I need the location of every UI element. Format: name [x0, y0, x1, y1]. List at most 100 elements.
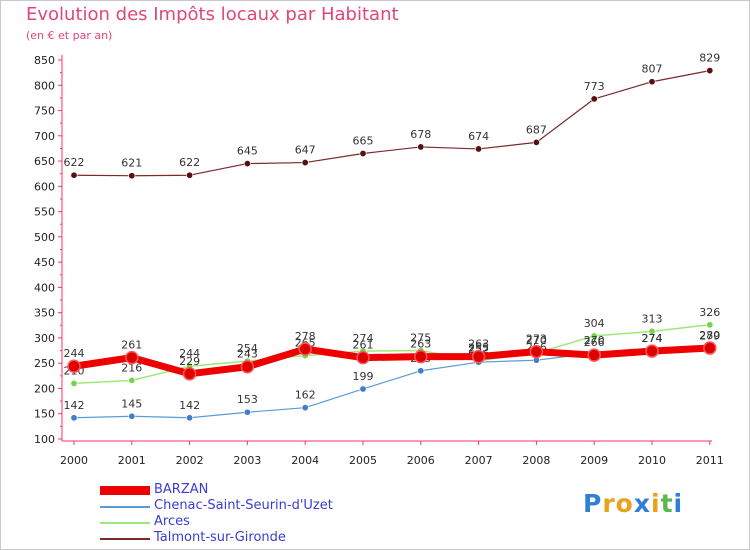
- data-label: 647: [295, 144, 316, 157]
- data-label: 280: [699, 329, 720, 342]
- data-label: 229: [179, 355, 200, 368]
- data-point: [414, 349, 428, 364]
- data-label: 829: [699, 52, 720, 65]
- data-label: 266: [584, 336, 605, 349]
- logo-letter: r: [602, 489, 616, 518]
- y-tick-label: 350: [34, 307, 55, 320]
- data-label: 645: [237, 145, 258, 158]
- data-label: 678: [410, 128, 431, 141]
- legend-swatch-barzan: [100, 486, 150, 495]
- legend-label-chenac: Chenac-Saint-Seurin-d'Uzet: [154, 498, 333, 513]
- y-tick-label: 300: [34, 332, 55, 345]
- chart-subtitle: (en € et par an): [26, 29, 113, 42]
- x-tick-label: 2000: [60, 454, 88, 467]
- x-tick-label: 2007: [465, 454, 493, 467]
- data-point: [417, 367, 425, 375]
- data-point: [587, 348, 601, 362]
- data-point: [301, 159, 309, 167]
- data-point: [590, 332, 598, 340]
- series-line: [73, 70, 710, 177]
- logo-letter: o: [615, 489, 634, 518]
- x-tick-label: 2009: [580, 454, 608, 467]
- data-label: 244: [179, 347, 200, 360]
- legend-item-talmont[interactable]: Talmont-sur-Gironde: [100, 530, 400, 547]
- data-label: 279: [699, 330, 720, 343]
- data-point: [645, 344, 659, 358]
- data-point: [243, 160, 251, 168]
- data-point: [356, 350, 370, 365]
- data-point: [67, 359, 81, 373]
- y-tick-label: 250: [34, 357, 55, 370]
- data-label: 773: [584, 80, 605, 93]
- y-tick-label: 850: [34, 54, 55, 67]
- y-tick-label: 800: [34, 79, 55, 92]
- x-tick-label: 2006: [407, 454, 435, 467]
- data-label: 274: [353, 332, 374, 345]
- legend-swatch-talmont: [100, 538, 150, 540]
- x-tick-label: 2008: [522, 454, 550, 467]
- data-label: 261: [353, 339, 374, 352]
- logo-letter: i: [673, 489, 684, 518]
- logo-letter: t: [660, 489, 674, 518]
- data-point: [417, 143, 425, 151]
- data-point: [186, 414, 194, 422]
- data-point: [471, 349, 486, 364]
- data-label: 687: [526, 123, 547, 136]
- data-point: [186, 171, 194, 179]
- data-label: 270: [584, 334, 605, 347]
- y-tick-label: 700: [34, 130, 55, 143]
- legend-item-barzan[interactable]: BARZAN: [100, 482, 400, 499]
- y-tick-label: 650: [34, 155, 55, 168]
- data-label: 142: [64, 399, 85, 412]
- logo-letter: P: [583, 489, 603, 518]
- data-label: 255: [468, 342, 489, 355]
- data-label: 807: [642, 63, 663, 76]
- data-point: [70, 379, 78, 387]
- data-label: 244: [64, 347, 85, 360]
- x-tick-label: 2011: [696, 454, 724, 467]
- data-point: [240, 359, 255, 374]
- data-point: [298, 342, 312, 356]
- x-tick-label: 2010: [638, 454, 666, 467]
- data-point: [128, 376, 136, 384]
- data-point: [590, 95, 598, 103]
- proxiti-logo: Proxiti: [583, 489, 683, 518]
- y-tick-label: 600: [34, 180, 55, 193]
- legend-item-arces[interactable]: Arces: [100, 514, 400, 531]
- data-point: [706, 321, 714, 329]
- x-tick-label: 2001: [118, 454, 146, 467]
- data-label: 326: [699, 306, 720, 319]
- data-label: 263: [410, 338, 431, 351]
- data-point: [475, 145, 483, 153]
- y-tick-label: 750: [34, 105, 55, 118]
- data-point: [648, 327, 656, 335]
- legend-item-chenac[interactable]: Chenac-Saint-Seurin-d'Uzet: [100, 498, 400, 515]
- data-label: 153: [237, 393, 258, 406]
- legend: BARZAN Chenac-Saint-Seurin-d'Uzet Arces …: [100, 482, 400, 547]
- y-tick-label: 150: [34, 408, 55, 421]
- data-label: 674: [468, 130, 489, 143]
- data-label: 270: [526, 334, 547, 347]
- y-tick-label: 100: [34, 433, 55, 446]
- data-label: 243: [237, 348, 258, 361]
- x-tick-label: 2002: [176, 454, 204, 467]
- legend-label-arces: Arces: [154, 514, 190, 529]
- x-tick-label: 2003: [233, 454, 261, 467]
- data-label: 199: [353, 370, 374, 383]
- y-tick-label: 450: [34, 256, 55, 269]
- data-label: 273: [526, 333, 547, 346]
- data-label: 216: [121, 361, 142, 374]
- data-point: [359, 385, 367, 393]
- chart-title: Evolution des Impôts locaux par Habitant: [26, 4, 399, 25]
- legend-swatch-chenac: [100, 506, 150, 508]
- data-label: 665: [353, 134, 374, 147]
- x-tick-label: 2005: [349, 454, 377, 467]
- data-point: [706, 67, 714, 75]
- data-label: 304: [584, 317, 605, 330]
- data-point: [125, 350, 139, 365]
- y-tick-label: 200: [34, 382, 55, 395]
- logo-letter: x: [633, 489, 651, 518]
- data-label: 142: [179, 399, 200, 412]
